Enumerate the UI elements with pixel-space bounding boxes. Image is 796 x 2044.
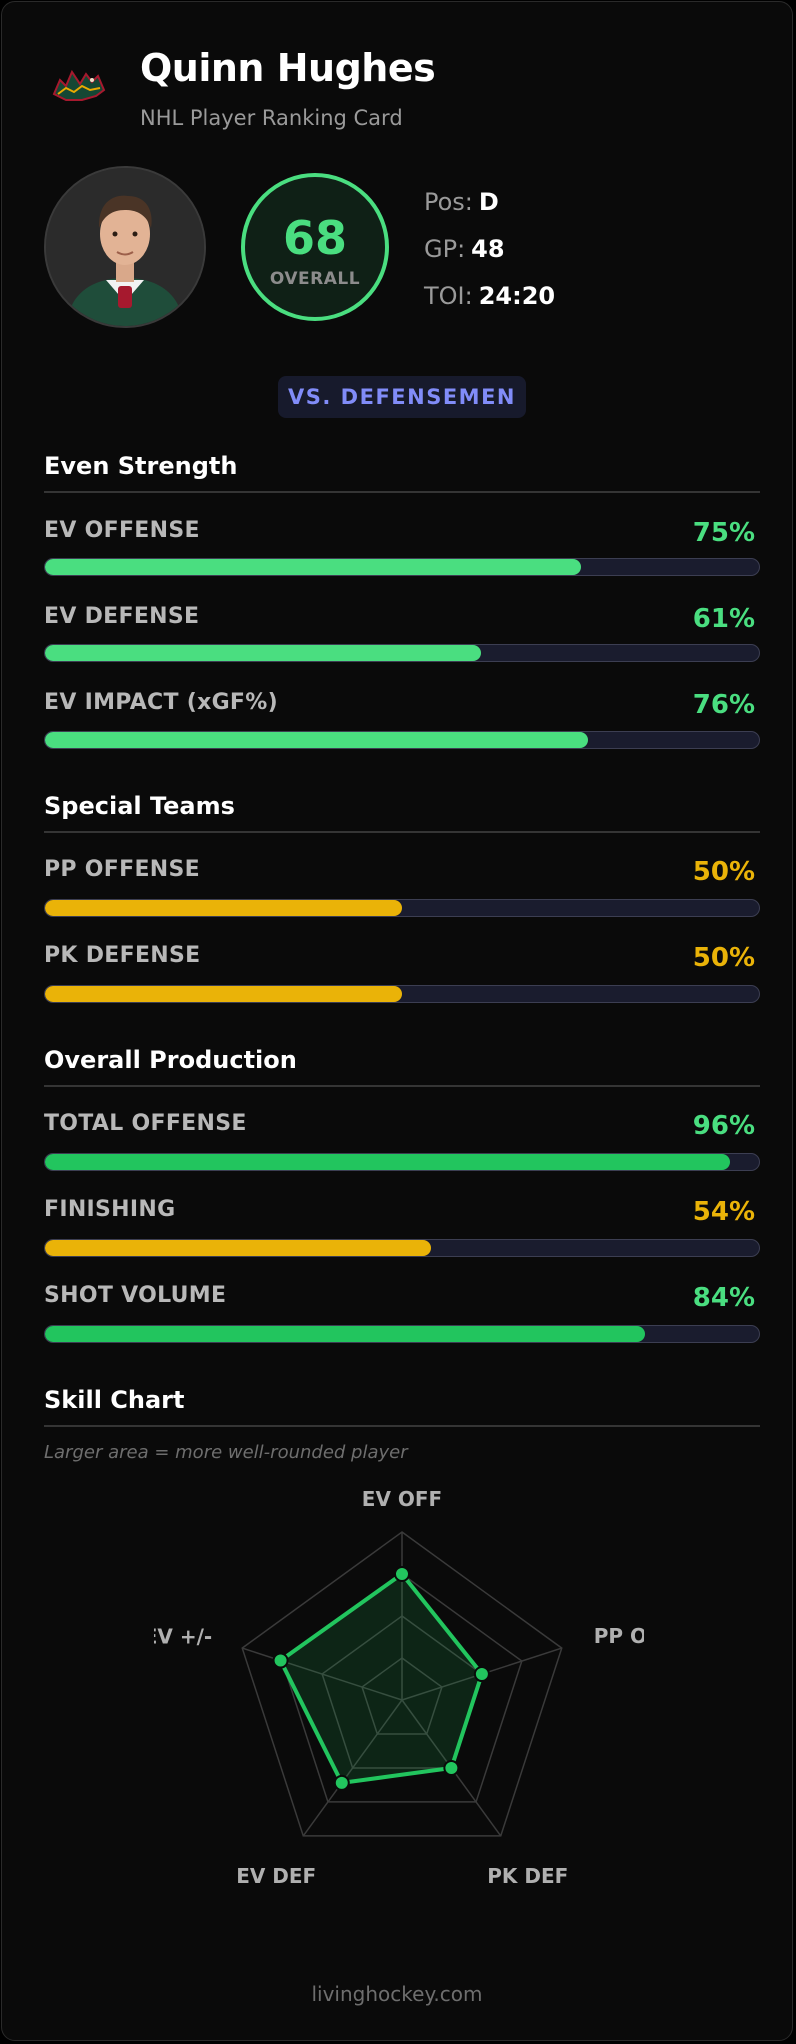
comparison-badge: VS. DEFENSEMEN (278, 376, 526, 418)
radar-value-point (272, 1652, 289, 1669)
radar-grid-ring (321, 1615, 483, 1769)
stat-value-finishing: 54% (692, 1197, 755, 1227)
stat-bar-ev-offense (44, 558, 760, 576)
stat-label-ev-offense: EV OFFENSE (44, 518, 200, 543)
radar-axis-label: PK DEF (487, 1864, 568, 1888)
radar-axis-line (302, 1699, 403, 1837)
skill-radar-chart: EV OFF PP OFF PK DEF EV DEF EV +/- (154, 1472, 644, 1912)
radar-axis-label: EV DEF (236, 1864, 316, 1888)
stat-value-pp-offense: 50% (692, 857, 755, 887)
section-divider (44, 831, 760, 833)
radar-value-point (473, 1666, 490, 1683)
stat-fill (45, 732, 588, 748)
overall-score: 68 (282, 211, 347, 265)
stat-label-shot-volume: SHOT VOLUME (44, 1283, 227, 1308)
radar-value-point (394, 1566, 410, 1582)
stat-label-ev-defense: EV DEFENSE (44, 604, 200, 629)
stat-label-finishing: FINISHING (44, 1197, 176, 1222)
stat-bar-finishing (44, 1239, 760, 1257)
radar-grid-ring (361, 1657, 443, 1735)
overall-label: OVERALL (269, 269, 361, 289)
radar-grid-ring (241, 1531, 563, 1837)
meta-position-label: Pos: (424, 188, 473, 216)
stat-value-ev-offense: 75% (692, 518, 755, 548)
stat-fill (45, 645, 481, 661)
stat-label-ev-impact: EV IMPACT (xGF%) (44, 690, 278, 715)
stat-value-ev-defense: 61% (692, 604, 755, 634)
overall-score-ring: 68 OVERALL (241, 173, 389, 321)
radar-axis-line (241, 1647, 403, 1701)
stat-value-ev-impact: 76% (692, 690, 755, 720)
meta-games-played: GP: 48 (424, 235, 505, 263)
wild-logo-icon (52, 66, 106, 106)
meta-toi-label: TOI: (424, 282, 473, 310)
stat-fill (45, 1240, 431, 1256)
meta-toi-value: 24:20 (478, 282, 556, 310)
stat-label-pp-offense: PP OFFENSE (44, 857, 200, 882)
stat-bar-ev-defense (44, 644, 760, 662)
stat-bar-total-offense (44, 1153, 760, 1171)
stat-fill (45, 559, 581, 575)
player-name: Quinn Hughes (140, 46, 436, 90)
radar-value-point (333, 1774, 350, 1791)
stat-bar-pk-defense (44, 985, 760, 1003)
stat-fill (45, 1326, 645, 1342)
section-divider (44, 1425, 760, 1427)
stat-value-pk-defense: 50% (692, 943, 755, 973)
footer-site: livinghockey.com (311, 1982, 483, 2006)
stat-fill (45, 1154, 731, 1170)
stat-bar-ev-impact (44, 731, 760, 749)
meta-gp-value: 48 (471, 235, 505, 263)
section-divider (44, 491, 760, 493)
section-title-special-teams: Special Teams (44, 792, 235, 820)
skill-chart-note: Larger area = more well-rounded player (44, 1442, 408, 1463)
radar-value-point (443, 1759, 460, 1776)
stat-fill (45, 986, 402, 1002)
stat-bar-pp-offense (44, 899, 760, 917)
stat-value-total-offense: 96% (692, 1111, 755, 1141)
stat-value-shot-volume: 84% (692, 1283, 755, 1313)
player-photo (44, 166, 206, 328)
stat-bar-shot-volume (44, 1325, 760, 1343)
radar-axis-label: EV +/- (154, 1625, 212, 1649)
stat-label-pk-defense: PK DEFENSE (44, 943, 201, 968)
radar-axis-label: PP OFF (594, 1624, 644, 1648)
meta-position: Pos: D (424, 188, 499, 216)
radar-axis-label: EV OFF (362, 1487, 442, 1511)
radar-value-area (278, 1572, 484, 1785)
section-title-skill-chart: Skill Chart (44, 1386, 185, 1414)
stat-label-total-offense: TOTAL OFFENSE (44, 1111, 247, 1136)
card-subtitle: NHL Player Ranking Card (140, 106, 403, 130)
meta-time-on-ice: TOI: 24:20 (424, 282, 555, 310)
stat-fill (45, 900, 402, 916)
meta-gp-label: GP: (424, 235, 466, 263)
skill-radar-svg: EV OFF PP OFF PK DEF EV DEF EV +/- (154, 1487, 644, 1888)
section-title-overall-production: Overall Production (44, 1046, 297, 1074)
section-divider (44, 1085, 760, 1087)
meta-position-value: D (478, 188, 499, 216)
section-title-even-strength: Even Strength (44, 452, 238, 480)
